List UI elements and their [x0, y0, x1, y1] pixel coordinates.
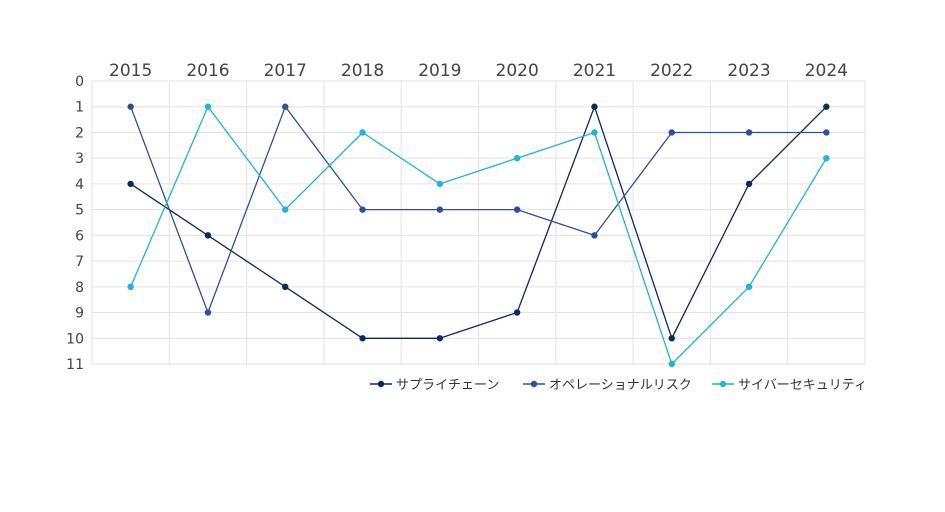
x-axis-ticks: 2015 2016 2017 2018 2019 2020 2021 2022 2023 2024	[109, 61, 848, 81]
data-point	[127, 180, 134, 188]
y-tick-label: 8	[75, 280, 84, 296]
legend-label: サプライチェーン	[396, 378, 499, 393]
data-point	[745, 129, 753, 136]
data-point	[282, 283, 289, 291]
data-point	[823, 103, 830, 110]
data-point	[591, 232, 598, 239]
data-point	[282, 206, 289, 213]
data-point	[436, 206, 444, 213]
x-tick-label: 2023	[727, 61, 770, 81]
legend-item-1: サプライチェーン	[370, 378, 499, 393]
data-point	[745, 283, 753, 291]
series-line-3	[130, 106, 827, 365]
y-tick-label: 2	[75, 125, 84, 141]
y-axis-ticks: 0 1 2 3 4 5 6 7 8 9 10 11	[66, 74, 84, 373]
legend-swatch-marker	[530, 380, 538, 388]
data-point	[436, 180, 444, 188]
data-point	[513, 309, 521, 316]
x-tick-label: 2015	[109, 61, 152, 81]
data-point	[204, 309, 212, 316]
y-tick-label: 7	[75, 254, 84, 270]
series-lines	[130, 106, 827, 365]
legend-swatch-marker	[377, 380, 385, 388]
data-point	[823, 129, 830, 136]
data-point	[204, 232, 212, 239]
data-point	[513, 206, 521, 213]
data-point	[668, 360, 675, 368]
x-tick-label: 2019	[418, 61, 461, 81]
y-tick-label: 3	[75, 151, 84, 167]
y-tick-label: 1	[75, 100, 84, 116]
x-tick-label: 2018	[341, 61, 384, 81]
data-point	[745, 180, 753, 188]
data-point	[823, 154, 830, 162]
y-tick-label: 10	[66, 331, 84, 347]
legend: サプライチェーン オペレーショナルリスク サイバーセキュリティ	[370, 378, 867, 393]
x-tick-label: 2021	[573, 61, 616, 81]
legend-swatch-marker	[719, 380, 727, 388]
data-point	[127, 103, 134, 110]
x-tick-label: 2024	[805, 61, 848, 81]
data-point	[591, 129, 598, 136]
y-tick-label: 6	[75, 228, 84, 244]
data-point	[591, 103, 598, 110]
y-tick-label: 11	[66, 357, 84, 373]
legend-item-3: サイバーセキュリティ	[712, 378, 867, 393]
data-point	[359, 129, 366, 136]
series-points	[127, 103, 830, 368]
data-point	[513, 154, 521, 162]
data-point	[204, 103, 212, 110]
data-point	[359, 206, 366, 213]
data-point	[359, 335, 366, 342]
series-line-1	[130, 106, 827, 339]
x-tick-label: 2022	[650, 61, 693, 81]
legend-label: オペレーショナルリスク	[549, 378, 692, 393]
data-point	[668, 335, 675, 342]
grid-lines	[91, 80, 866, 365]
y-tick-label: 4	[75, 177, 84, 193]
data-point	[127, 283, 134, 291]
data-point	[668, 129, 675, 136]
legend-item-2: オペレーショナルリスク	[523, 378, 692, 393]
data-point	[282, 103, 289, 110]
x-tick-label: 2017	[264, 61, 307, 81]
y-tick-label: 9	[75, 306, 84, 322]
x-tick-label: 2020	[496, 61, 539, 81]
y-tick-label: 5	[75, 203, 84, 219]
legend-label: サイバーセキュリティ	[738, 378, 867, 393]
series-line-2	[130, 106, 827, 314]
x-tick-label: 2016	[186, 61, 229, 81]
y-tick-label: 0	[75, 74, 84, 90]
data-point	[436, 335, 444, 342]
